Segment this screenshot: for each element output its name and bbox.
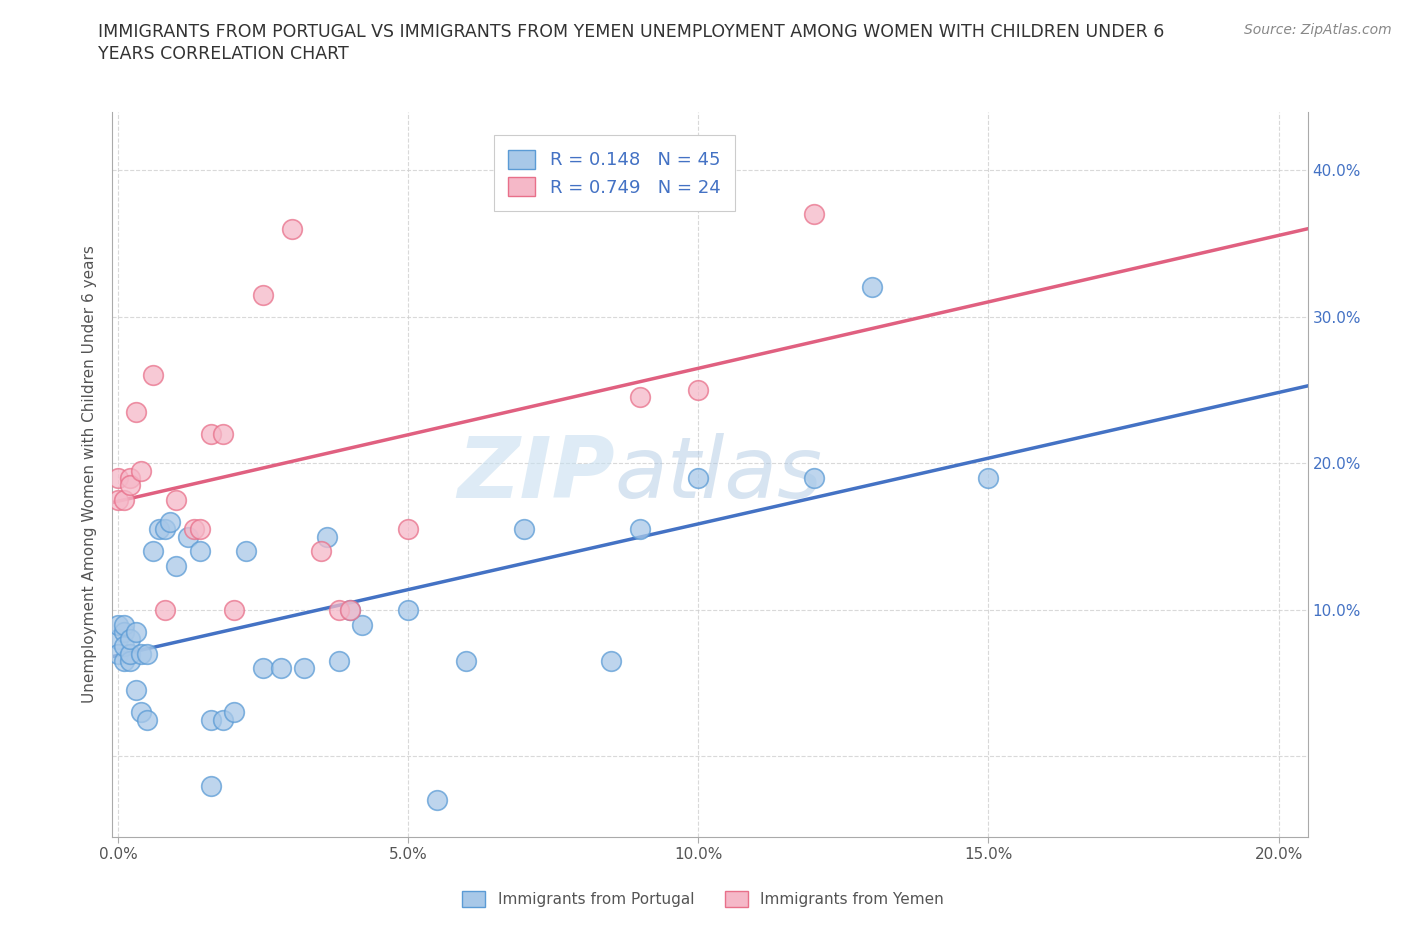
Point: [136, 712, 159, 727]
Point: [136, 646, 159, 661]
Point: [118, 646, 141, 661]
Point: [148, 522, 170, 537]
Point: [107, 493, 129, 508]
Point: [628, 390, 651, 405]
Point: [803, 206, 825, 221]
Point: [131, 705, 153, 720]
Point: [600, 654, 623, 669]
Point: [200, 427, 222, 442]
Point: [112, 654, 135, 669]
Text: IMMIGRANTS FROM PORTUGAL VS IMMIGRANTS FROM YEMEN UNEMPLOYMENT AMONG WOMEN WITH : IMMIGRANTS FROM PORTUGAL VS IMMIGRANTS F…: [98, 23, 1164, 41]
Point: [200, 712, 222, 727]
Point: [188, 544, 211, 559]
Point: [311, 544, 333, 559]
Text: ZIP: ZIP: [457, 432, 614, 516]
Point: [252, 661, 274, 676]
Point: [328, 603, 350, 618]
Point: [396, 522, 419, 537]
Point: [112, 618, 135, 632]
Text: YEARS CORRELATION CHART: YEARS CORRELATION CHART: [98, 45, 349, 62]
Point: [107, 631, 129, 646]
Point: [328, 654, 350, 669]
Point: [350, 618, 373, 632]
Point: [235, 544, 257, 559]
Point: [316, 529, 339, 544]
Point: [224, 603, 246, 618]
Text: atlas: atlas: [614, 432, 823, 516]
Point: [211, 712, 233, 727]
Point: [153, 522, 176, 537]
Point: [118, 478, 141, 493]
Point: [125, 405, 148, 419]
Point: [118, 631, 141, 646]
Point: [183, 522, 205, 537]
Point: [125, 624, 148, 639]
Point: [200, 778, 222, 793]
Point: [153, 603, 176, 618]
Point: [224, 705, 246, 720]
Point: [177, 529, 200, 544]
Point: [125, 683, 148, 698]
Point: [165, 493, 187, 508]
Point: [292, 661, 315, 676]
Point: [188, 522, 211, 537]
Point: [165, 558, 187, 573]
Point: [339, 603, 361, 618]
Point: [252, 287, 274, 302]
Point: [688, 471, 710, 485]
Point: [107, 646, 129, 661]
Point: [688, 382, 710, 397]
Point: [281, 221, 304, 236]
Point: [107, 618, 129, 632]
Point: [396, 603, 419, 618]
Point: [107, 471, 129, 485]
Point: [112, 639, 135, 654]
Point: [270, 661, 292, 676]
Point: [112, 624, 135, 639]
Y-axis label: Unemployment Among Women with Children Under 6 years: Unemployment Among Women with Children U…: [82, 246, 97, 703]
Point: [456, 654, 478, 669]
Text: Source: ZipAtlas.com: Source: ZipAtlas.com: [1244, 23, 1392, 37]
Point: [803, 471, 825, 485]
Point: [513, 522, 536, 537]
Point: [142, 368, 165, 383]
Point: [628, 522, 651, 537]
Legend: R = 0.148   N = 45, R = 0.749   N = 24: R = 0.148 N = 45, R = 0.749 N = 24: [494, 135, 735, 211]
Point: [131, 463, 153, 478]
Point: [142, 544, 165, 559]
Point: [211, 427, 233, 442]
Point: [977, 471, 1000, 485]
Point: [131, 646, 153, 661]
Point: [118, 654, 141, 669]
Point: [862, 280, 884, 295]
Point: [112, 493, 135, 508]
Legend: Immigrants from Portugal, Immigrants from Yemen: Immigrants from Portugal, Immigrants fro…: [457, 884, 949, 913]
Point: [118, 471, 141, 485]
Point: [426, 793, 449, 808]
Point: [159, 514, 181, 529]
Point: [339, 603, 361, 618]
